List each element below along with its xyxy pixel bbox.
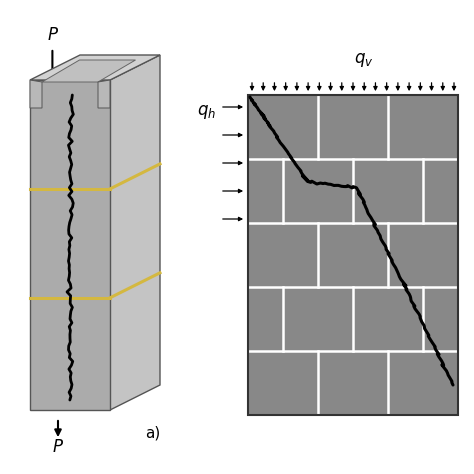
Text: P: P	[47, 26, 57, 44]
Polygon shape	[30, 80, 110, 410]
Text: a): a)	[145, 426, 160, 441]
Polygon shape	[110, 55, 160, 410]
Polygon shape	[30, 80, 42, 108]
Polygon shape	[42, 60, 136, 82]
Bar	[248, 95, 458, 415]
Bar	[248, 95, 458, 415]
Polygon shape	[98, 80, 110, 108]
Text: q$_\mathregular{h}$: q$_\mathregular{h}$	[197, 103, 216, 121]
Text: P: P	[53, 438, 63, 456]
Polygon shape	[30, 55, 160, 80]
Text: q$_\mathregular{v}$: q$_\mathregular{v}$	[354, 51, 374, 69]
